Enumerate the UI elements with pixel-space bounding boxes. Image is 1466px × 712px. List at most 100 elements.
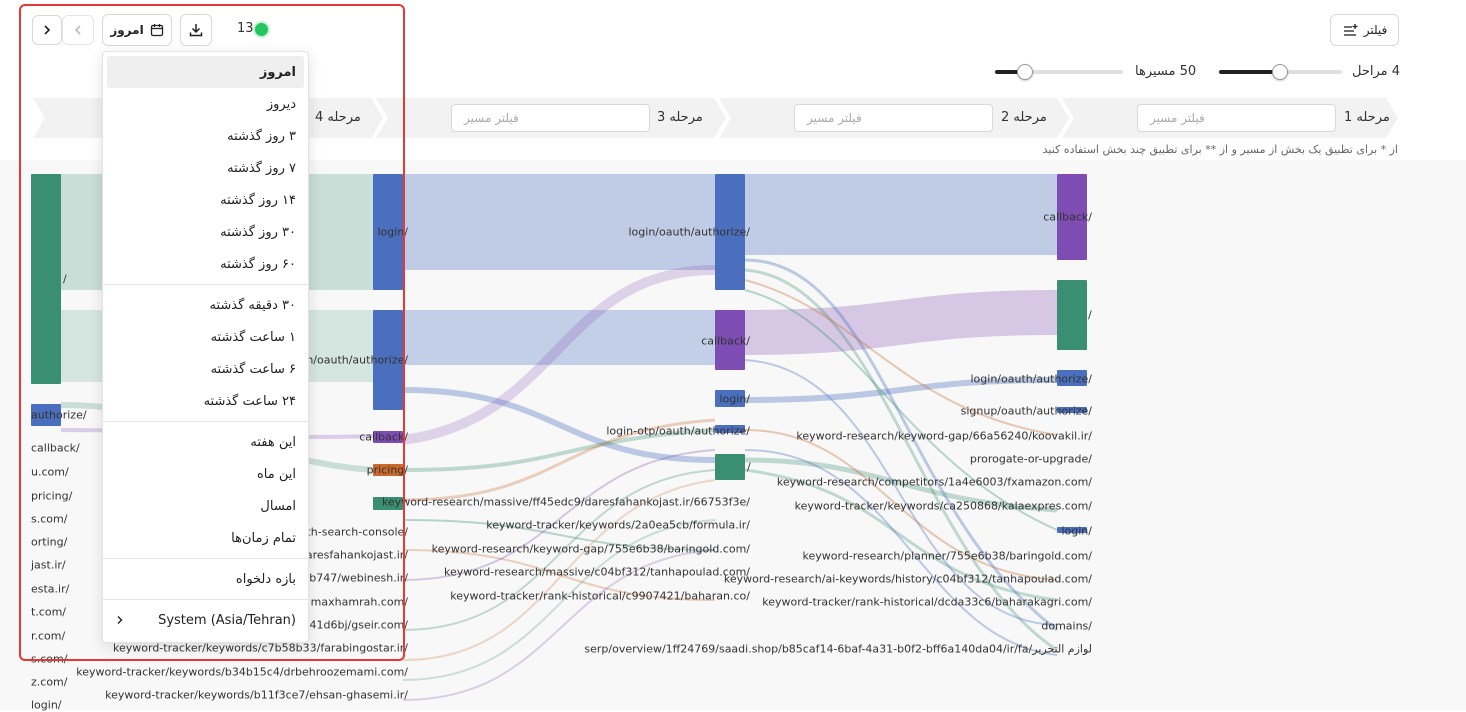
sankey-node-col2-callback[interactable] [373,431,403,443]
sankey-label: serp/overview/1ff24769/saadi.shop/b85caf… [584,642,1092,656]
sankey-node-col4-root[interactable] [1057,280,1087,350]
sankey-node-col3-callback[interactable] [715,310,745,370]
sankey-label: login-otp/oauth/authorize/ [606,424,750,438]
date-range-label: امروز [110,23,144,37]
dropdown-divider [103,284,308,285]
sankey-label: login/ [377,225,408,239]
sankey-node-col4-oauth-authorize[interactable] [1057,370,1087,386]
sankey-label: callback/ [359,430,408,444]
chevron-left-icon [74,25,81,35]
step-3-label: مرحله 3 [657,110,703,125]
date-option-last-30-days[interactable]: ۳۰ روز گذشته [220,224,296,240]
sankey-label: / [63,272,67,286]
sankey-label: daresfahankojast.ir/ [298,548,408,562]
sankey-label: 941d6bj/gseir.com/ [302,618,408,632]
chevron-right-icon [117,616,123,624]
sankey-label: keyword-tracker/rank-historical/c9907421… [450,589,750,603]
sankey-label: keyword-research/massive/c04bf312/tanhap… [443,565,750,579]
sankey-label: domains/ [1041,619,1092,633]
previous-button[interactable] [62,15,94,45]
sankey-label: authorize/ [31,408,87,422]
sankey-label: callback/ [701,334,750,348]
sankey-label: keyword-research/keyword-gap/66a56240/ko… [796,429,1092,443]
date-option-last-7-days[interactable]: ۷ روز گذشته [227,160,296,176]
steps-slider-label: 4 مراحل [1352,64,1401,79]
sankey-node-col3-root[interactable] [715,454,745,480]
sankey-node-col1-authorize[interactable] [31,404,61,426]
date-option-last-1-hour[interactable]: ۱ ساعت گذشته [210,329,296,345]
date-option-this-week[interactable]: این هفته [250,434,296,450]
paths-slider[interactable] [995,64,1123,80]
sankey-label: callback/ [31,441,80,455]
next-button[interactable] [32,15,62,45]
sankey-label: keyword-research/keyword-gap/755e6b38/ba… [431,542,750,556]
paths-slider-handle[interactable] [1017,64,1033,80]
sankey-label: keyword-tracker/keywords/b11f3ce7/ehsan-… [105,688,408,702]
sankey-label: login/ [1061,524,1092,538]
status-dot [255,23,268,36]
step-2-label: مرحله 2 [1001,110,1047,125]
sankey-node-col2-pricing[interactable] [373,464,403,476]
dropdown-divider [103,421,308,422]
sankey-label: z.com/ [31,675,68,689]
paths-slider-track [995,70,1123,74]
date-option-last-24-hours[interactable]: ۲۴ ساعت گذشته [203,393,296,409]
sankey-label: login/oauth/authorize/ [970,372,1093,386]
date-option-custom-range[interactable]: بازه دلخواه [235,571,296,587]
sankey-label: oauth-search-console/ [286,525,408,539]
sankey-label: login/ [31,698,62,712]
sankey-node-col4-signup[interactable] [1057,407,1087,413]
sankey-node-col3-login[interactable] [715,390,745,407]
steps-slider-handle[interactable] [1272,64,1288,80]
paths-slider-label: 50 مسیرها [1135,64,1197,79]
date-option-last-6-hours[interactable]: ۶ ساعت گذشته [210,361,296,377]
date-option-last-3-days[interactable]: ۳ روز گذشته [227,128,296,144]
sankey-label: s.com/ [31,652,68,666]
sankey-label: / [747,460,751,474]
sankey-label: 3b747/webinesh.ir/ [302,571,408,585]
date-option-yesterday[interactable]: دیروز [266,96,296,112]
chevron-right-icon [44,25,51,35]
sankey-label: keyword-research/ai-keywords/history/c04… [723,572,1092,586]
download-button[interactable] [180,14,212,46]
date-option-last-14-days[interactable]: ۱۴ روز گذشته [220,192,296,208]
timezone-label: System (Asia/Tehran) [158,612,296,628]
date-option-all-time[interactable]: تمام زمان‌ها [231,530,296,546]
sankey-label: signup/oauth/authorize/ [960,404,1092,418]
step-1-filter-input[interactable]: فیلتر مسیر [1137,104,1336,132]
date-range-button[interactable]: امروز [102,14,172,46]
sankey-node-col2-massive[interactable] [373,497,403,510]
date-option-today[interactable]: امروز [107,56,304,88]
sankey-label: login/oauth/authorize/ [286,353,409,367]
filter-button[interactable]: فیلتر [1330,14,1399,46]
date-option-last-60-days[interactable]: ۶۰ روز گذشته [220,256,296,272]
sankey-node-col3-login-otp[interactable] [715,425,745,433]
step-3-filter-input[interactable]: فیلتر مسیر [451,104,650,132]
live-count: 13 [237,21,254,36]
sankey-node-col1-root[interactable] [31,174,61,384]
sankey-node-col3-oauth-authorize[interactable] [715,174,745,290]
dropdown-divider [103,558,308,559]
sankey-label: maxhamrah.com/ [310,595,408,609]
sankey-label: keyword-research/planner/755e6b38/baring… [802,549,1092,563]
sankey-node-col2-oauth-authorize[interactable] [373,310,403,410]
sankey-label: esta.ir/ [31,582,70,596]
steps-slider[interactable] [1219,64,1342,80]
timezone-selector[interactable]: System (Asia/Tehran) [103,604,308,636]
date-option-this-month[interactable]: این ماه [257,466,296,482]
sankey-node-col4-login[interactable] [1057,527,1087,533]
step-2-filter-input[interactable]: فیلتر مسیر [794,104,993,132]
date-option-this-year[interactable]: امسال [260,498,296,514]
sankey-label: r.com/ [31,629,66,643]
sankey-label: u.com/ [31,465,69,479]
sankey-label: jast.ir/ [31,558,66,572]
sankey-label: s.com/ [31,512,68,526]
sankey-label: / [1088,308,1092,322]
sankey-label: keyword-tracker/keywords/2a0ea5cb/formul… [486,518,750,532]
sankey-label: keyword-research/massive/ff45edc9/daresf… [381,495,750,509]
sankey-label: pricing/ [31,489,73,503]
date-option-last-30-minutes[interactable]: ۳۰ دقیقه گذشته [209,297,296,313]
sankey-label: keyword-research/competitors/1a4e6003/fx… [776,475,1092,489]
sankey-node-col2-login[interactable] [373,174,403,290]
sankey-node-col4-callback[interactable] [1057,174,1087,260]
